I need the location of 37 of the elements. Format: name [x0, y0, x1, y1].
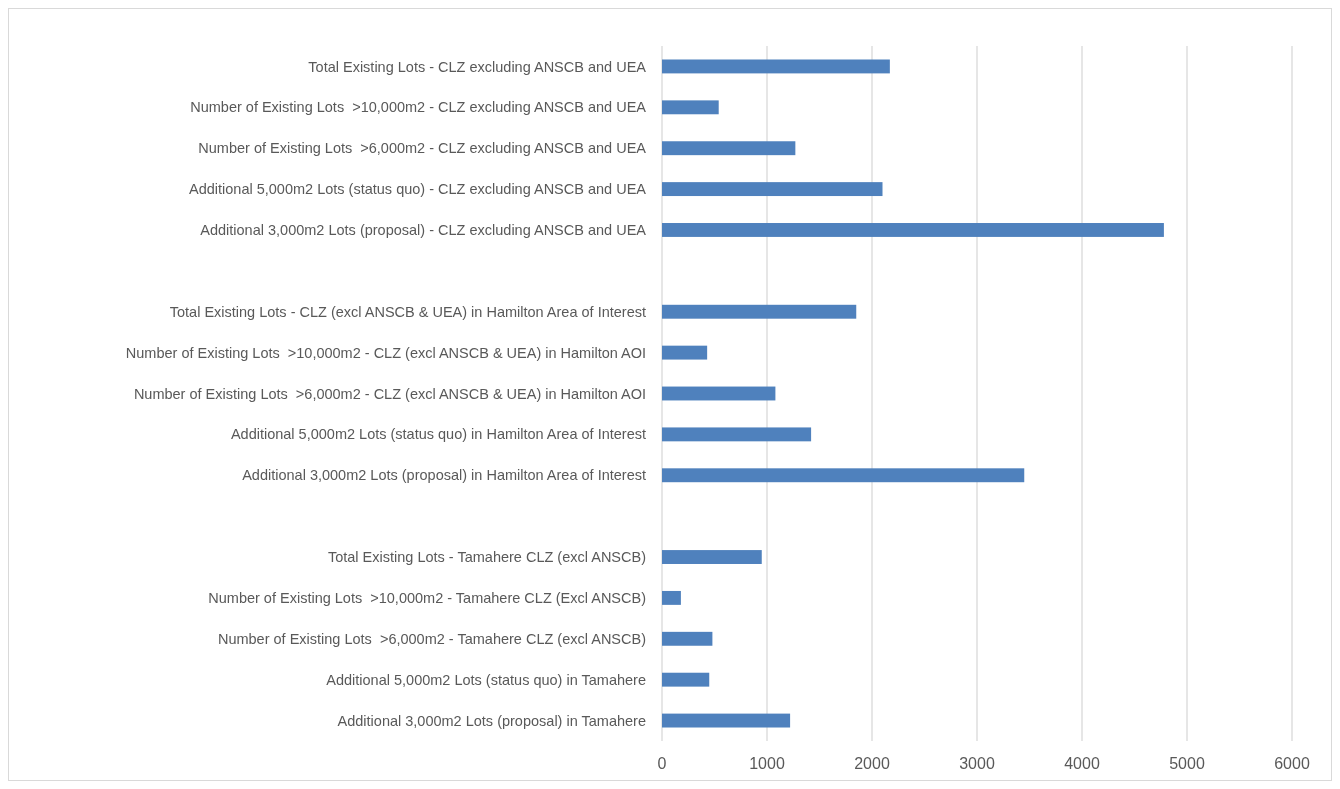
y-tick-label: Number of Existing Lots >10,000m2 - Tamahere CLZ (Excl ANSCB): [208, 589, 646, 606]
y-tick-label: Additional 3,000m2 Lots (proposal) in Tamahere: [337, 712, 646, 729]
bar: [662, 304, 857, 319]
x-tick-label: 0: [657, 755, 667, 772]
bar: [662, 713, 791, 728]
y-tick-label: Number of Existing Lots >10,000m2 - CLZ excluding ANSCB and UEA: [190, 99, 647, 116]
bar: [662, 100, 719, 115]
bar: [662, 386, 776, 401]
y-tick-label: Number of Existing Lots >6,000m2 - CLZ (excl ANSCB & UEA) in Hamilton AOI: [133, 385, 646, 402]
x-tick-label: 6000: [1274, 755, 1310, 772]
bar: [662, 182, 883, 197]
x-tick-label: 1000: [749, 755, 785, 772]
bar: [662, 223, 1164, 237]
y-tick-label: Additional 5,000m2 Lots (status quo) in Tamahere: [326, 671, 646, 688]
y-tick-label: Number of Existing Lots >6,000m2 - Tamahere CLZ (excl ANSCB): [217, 630, 646, 647]
bar: [662, 345, 708, 360]
x-tick-label: 4000: [1064, 755, 1100, 772]
bar: [662, 427, 812, 442]
y-tick-label: Total Existing Lots - CLZ (excl ANSCB & UEA) in Hamilton Area of Interest: [169, 303, 646, 320]
x-tick-label: 2000: [854, 755, 890, 772]
bar: [662, 631, 713, 646]
bar: [662, 141, 796, 156]
bar: [662, 590, 681, 605]
x-tick-label: 3000: [959, 755, 995, 772]
x-tick-label: 5000: [1169, 755, 1205, 772]
y-tick-label: Additional 5,000m2 Lots (status quo) in Hamilton Area of Interest: [230, 426, 646, 443]
y-tick-label: Number of Existing Lots >10,000m2 - CLZ (excl ANSCB & UEA) in Hamilton AOI: [125, 344, 646, 361]
y-tick-label: Additional 3,000m2 Lots (proposal) in Hamilton Area of Interest: [242, 467, 646, 484]
bar: [662, 59, 890, 74]
y-tick-label: Total Existing Lots - Tamahere CLZ (excl ANSCB): [327, 549, 646, 566]
y-tick-label: Additional 5,000m2 Lots (status quo) - CLZ excluding ANSCB and UEA: [189, 181, 647, 198]
y-tick-label: Additional 3,000m2 Lots (proposal) - CLZ excluding ANSCB and UEA: [200, 222, 647, 239]
y-tick-label: Number of Existing Lots >6,000m2 - CLZ excluding ANSCB and UEA: [198, 140, 647, 157]
bar: [662, 550, 762, 564]
y-tick-label: Total Existing Lots - CLZ excluding ANSCB and UEA: [308, 58, 647, 75]
bar: [662, 468, 1025, 483]
bar: [662, 672, 710, 687]
